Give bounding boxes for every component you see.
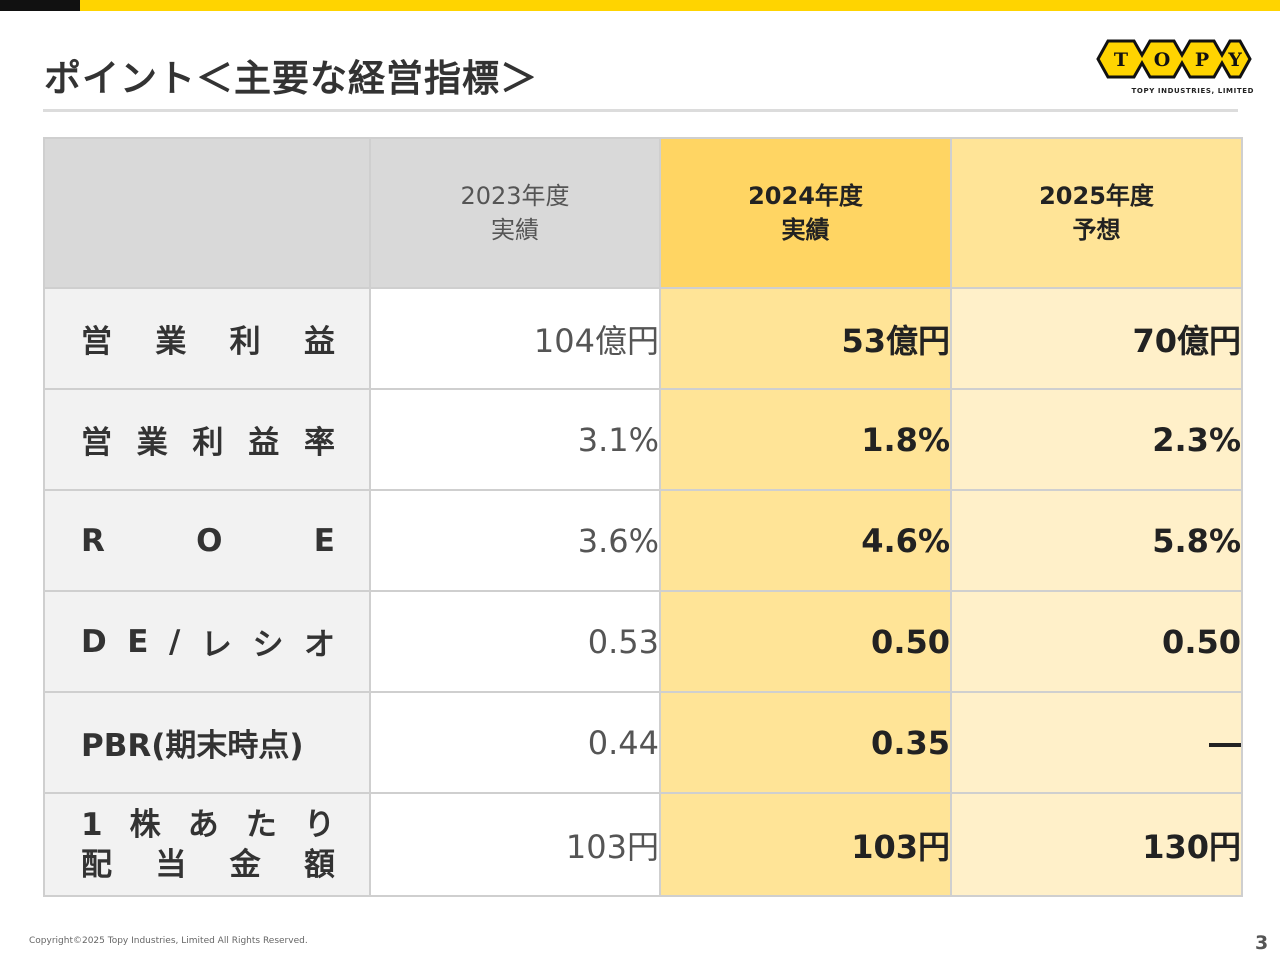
value-2025: 130円 — [950, 792, 1243, 897]
value-2023: 0.53 — [369, 590, 661, 693]
label-char: 業 — [155, 324, 187, 360]
value-2025: ― — [950, 691, 1243, 794]
value-2025: 0.50 — [950, 590, 1243, 693]
value-2024: 1.8% — [659, 388, 952, 491]
header-2023: 2023年度 実績 — [369, 137, 661, 289]
label-char: あ — [187, 806, 219, 843]
label-char: 率 — [304, 425, 335, 461]
value-2023: 3.6% — [369, 489, 661, 592]
label-char: レ — [200, 627, 232, 663]
logo-letter: O — [1154, 49, 1171, 71]
header-2024: 2024年度 実績 — [659, 137, 952, 289]
kpi-table: 2023年度 実績 2024年度 実績 2025年度 予想 営 業 利 益 10… — [43, 137, 1243, 897]
header-2024-type: 実績 — [781, 216, 830, 244]
table-row-roe: R O E 3.6% 4.6% 5.8% — [43, 489, 1243, 592]
value-2025: 2.3% — [950, 388, 1243, 491]
row-label: R O E — [43, 489, 371, 592]
logo-letter: P — [1195, 49, 1209, 71]
value-2024: 53億円 — [659, 287, 952, 390]
label-char: 利 — [229, 324, 261, 360]
table-row-operating-profit: 営 業 利 益 104億円 53億円 70億円 — [43, 287, 1243, 390]
header-2025-type: 予想 — [1072, 216, 1121, 244]
table-row-dividend: 1 株 あ た り 配 当 金 額 103円 103円 130円 — [43, 792, 1243, 897]
copyright-notice: Copyright©2025 Topy Industries, Limited … — [29, 936, 308, 946]
value-2023: 0.44 — [369, 691, 661, 794]
label-char: 金 — [229, 846, 261, 883]
table-header-row: 2023年度 実績 2024年度 実績 2025年度 予想 — [43, 137, 1243, 289]
label-char: 業 — [136, 425, 168, 461]
title-divider — [43, 109, 1238, 112]
header-2023-type: 実績 — [491, 216, 539, 244]
page-number: 3 — [1255, 932, 1269, 954]
label-char: 額 — [303, 846, 335, 883]
value-2024: 0.50 — [659, 590, 952, 693]
label-char: D — [81, 623, 107, 660]
top-accent-bar-dark — [0, 0, 80, 11]
row-label-text: PBR(期末時点) — [81, 728, 304, 764]
label-char: 株 — [129, 806, 161, 843]
label-char: シ — [252, 627, 284, 663]
label-char: 配 — [81, 846, 112, 883]
label-char: オ — [303, 627, 335, 663]
logo-letter: T — [1114, 49, 1128, 71]
label-char: 営 — [81, 425, 112, 461]
row-label: 営 業 利 益 — [43, 287, 371, 390]
label-char: た — [245, 806, 277, 843]
label-char: り — [303, 806, 335, 843]
label-char: 営 — [81, 324, 112, 360]
label-char: 益 — [248, 425, 280, 461]
table-row-operating-margin: 営 業 利 益 率 3.1% 1.8% 2.3% — [43, 388, 1243, 491]
value-2023: 3.1% — [369, 388, 661, 491]
value-2024: 103円 — [659, 792, 952, 897]
page-title: ポイント＜主要な経営指標＞ — [44, 57, 538, 100]
label-char: E — [127, 623, 149, 660]
row-label: D E / レ シ オ — [43, 590, 371, 693]
table-row-pbr: PBR(期末時点) 0.44 0.35 ― — [43, 691, 1243, 794]
row-label: PBR(期末時点) — [43, 691, 371, 794]
logo-letter: Y — [1227, 49, 1242, 71]
top-accent-bar — [0, 0, 1280, 11]
header-corner-cell — [43, 137, 371, 289]
row-label: 1 株 あ た り 配 当 金 額 — [43, 792, 371, 897]
label-char: R — [81, 522, 105, 559]
header-2023-year: 2023年度 — [460, 182, 570, 210]
label-char: 益 — [303, 324, 335, 360]
value-2024: 0.35 — [659, 691, 952, 794]
value-2025: 5.8% — [950, 489, 1243, 592]
value-2024: 4.6% — [659, 489, 952, 592]
value-2025: 70億円 — [950, 287, 1243, 390]
label-char: / — [169, 623, 181, 660]
company-logo: T O P Y TOPY INDUSTRIES, LIMITED — [1094, 37, 1254, 97]
label-char: 利 — [192, 425, 224, 461]
value-2023: 104億円 — [369, 287, 661, 390]
label-char: 1 — [81, 806, 103, 843]
logo-company-name: TOPY INDUSTRIES, LIMITED — [1131, 87, 1254, 95]
table-row-de-ratio: D E / レ シ オ 0.53 0.50 0.50 — [43, 590, 1243, 693]
row-label: 営 業 利 益 率 — [43, 388, 371, 491]
logo-mark: T O P Y — [1096, 39, 1252, 79]
label-char: 当 — [155, 846, 187, 883]
header-2025-year: 2025年度 — [1039, 182, 1154, 210]
label-char: E — [313, 522, 335, 559]
header-2024-year: 2024年度 — [748, 182, 863, 210]
value-2023: 103円 — [369, 792, 661, 897]
header-2025: 2025年度 予想 — [950, 137, 1243, 289]
label-char: O — [196, 522, 223, 559]
